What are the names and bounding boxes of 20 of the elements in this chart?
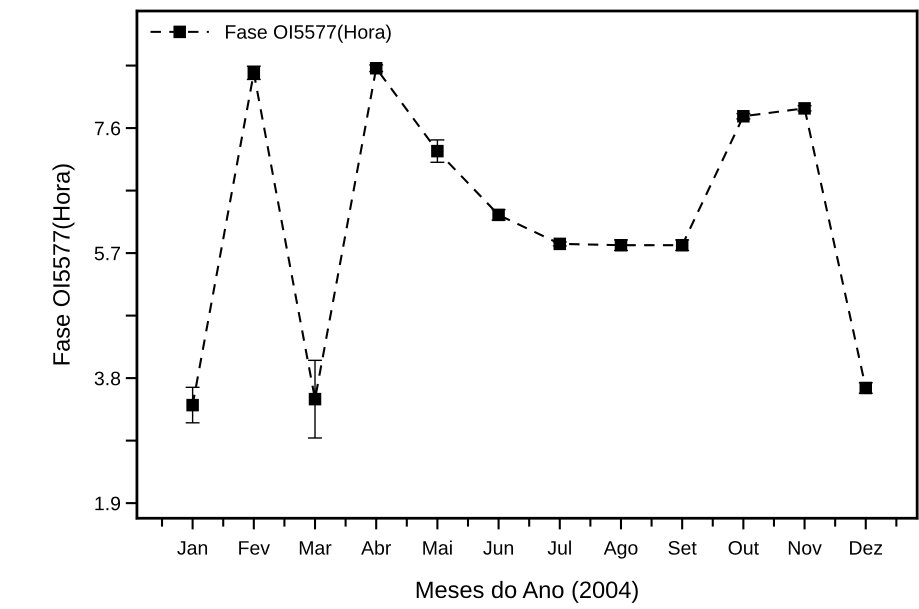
point bbox=[308, 392, 322, 406]
x-axis-title: Meses do Ano (2004) bbox=[416, 580, 638, 603]
x-tick-label: Jan bbox=[177, 541, 208, 555]
y-tick-label: 1.9 bbox=[95, 496, 120, 510]
y-axis-title: Fase OI5577(Hora) bbox=[52, 164, 74, 364]
x-tick-label: Mai bbox=[423, 540, 452, 555]
x-tick-label: Abr bbox=[361, 540, 392, 555]
x-tick-label: Nov bbox=[788, 541, 822, 555]
y-tick-label: 7.6 bbox=[94, 122, 120, 136]
x-tick-label: Jul bbox=[548, 540, 571, 555]
x-tick-label: Fev bbox=[239, 541, 270, 555]
y-tick-label: 5.7 bbox=[94, 246, 120, 260]
x-tick-label: Ago bbox=[604, 541, 638, 559]
x-tick-label: Set bbox=[668, 540, 697, 555]
x-tick-label: Dez bbox=[850, 541, 882, 555]
x-tick-label: Mar bbox=[300, 541, 332, 555]
x-tick-label: Jun bbox=[483, 541, 514, 555]
x-tick-label: Out bbox=[728, 540, 759, 555]
legend-label: Fase OI5577(Hora) bbox=[226, 24, 391, 43]
y-tick-label: 3.8 bbox=[94, 372, 120, 386]
